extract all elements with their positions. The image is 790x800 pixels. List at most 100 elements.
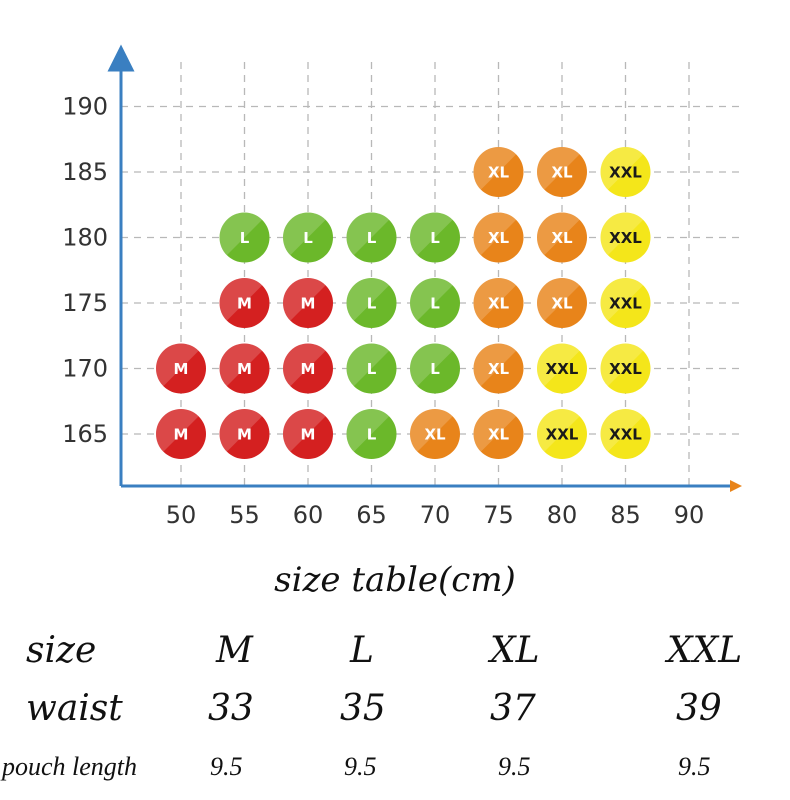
size-point-xl: XL [473,343,524,394]
point-circle [219,343,270,394]
table-cell: 9.5 [678,752,711,781]
point-label: XXL [609,164,642,182]
x-tick-label: 75 [483,501,514,529]
point-shine [600,146,644,190]
point-label: L [367,295,377,313]
point-circle [537,147,587,197]
size-point-xl: XL [536,146,587,197]
point-label: M [174,426,189,444]
size-points: M M M L XL XL XXL XXL M M M L L XL XXL XXL M M L L XL XL XXL L L… [155,146,651,459]
size-point-l: L [346,212,397,263]
point-shine [473,408,517,452]
size-point-xxl: XXL [600,277,651,328]
point-shine [219,212,263,256]
point-label: L [367,229,377,247]
point-label: XL [551,164,573,182]
point-shine [219,408,263,452]
point-label: XL [424,426,446,444]
y-tick-label: 180 [62,224,108,252]
size-point-m: M [219,343,270,394]
point-label: M [301,360,316,378]
point-circle [346,409,397,459]
point-shine [155,343,199,387]
point-circle [156,409,206,459]
point-circle [346,278,397,328]
size-point-xxl: XXL [600,408,651,459]
size-point-xl: XL [473,277,524,328]
size-point-l: L [346,408,397,459]
point-circle [219,278,270,328]
x-axis-arrow [730,480,742,492]
point-shine [600,408,644,452]
point-label: M [237,360,252,378]
size-point-m: M [282,277,333,328]
point-label: M [301,426,316,444]
size-point-l: L [409,212,460,263]
point-shine [600,343,644,387]
size-point-l: L [282,212,333,263]
table-cell: XL [490,630,540,671]
point-circle [410,212,460,263]
point-circle [473,343,524,394]
point-circle [537,278,587,328]
size-point-m: M [219,277,270,328]
point-shine [346,277,390,321]
size-point-xl: XL [473,146,524,197]
point-label: XL [551,295,573,313]
size-point-xxl: XXL [600,343,651,394]
point-label: XXL [546,360,579,378]
point-shine [536,408,580,452]
point-circle [600,409,651,459]
point-circle [600,278,651,328]
point-shine [473,343,517,387]
point-shine [409,343,453,387]
point-label: XXL [609,229,642,247]
point-label: M [237,426,252,444]
table-cell: 9.5 [344,752,377,781]
point-shine [473,146,517,190]
size-point-m: M [219,408,270,459]
point-circle [283,212,333,263]
x-tick-label: 60 [293,501,324,529]
point-label: M [301,295,316,313]
point-shine [600,212,644,256]
point-label: XXL [546,426,579,444]
size-point-l: L [219,212,270,263]
size-point-l: L [409,343,460,394]
point-label: XXL [609,426,642,444]
table-cell: 37 [490,688,536,729]
x-tick-label: 85 [610,501,641,529]
point-label: XL [488,295,510,313]
point-circle [537,343,587,394]
point-circle [473,212,524,263]
point-circle [219,409,270,459]
point-label: L [303,229,313,247]
point-circle [410,343,460,394]
point-circle [600,147,651,197]
point-shine [409,408,453,452]
point-label: L [367,360,377,378]
point-shine [282,343,326,387]
point-label: L [430,360,440,378]
point-shine [219,343,263,387]
point-shine [536,212,580,256]
point-circle [219,212,270,263]
table-cell: XXL [667,630,743,671]
table-row-label: waist [26,688,123,729]
table-cell: 33 [208,688,254,729]
point-shine [282,277,326,321]
point-label: L [367,426,377,444]
x-tick-label: 90 [674,501,705,529]
table-row-label: size [26,630,97,671]
point-shine [473,277,517,321]
point-circle [537,409,587,459]
x-tick-label: 80 [547,501,578,529]
point-shine [155,408,199,452]
point-shine [536,146,580,190]
table-cell: M [216,630,253,671]
point-shine [219,277,263,321]
x-tick-label: 50 [166,501,197,529]
point-label: XL [551,229,573,247]
x-tick-label: 65 [356,501,387,529]
